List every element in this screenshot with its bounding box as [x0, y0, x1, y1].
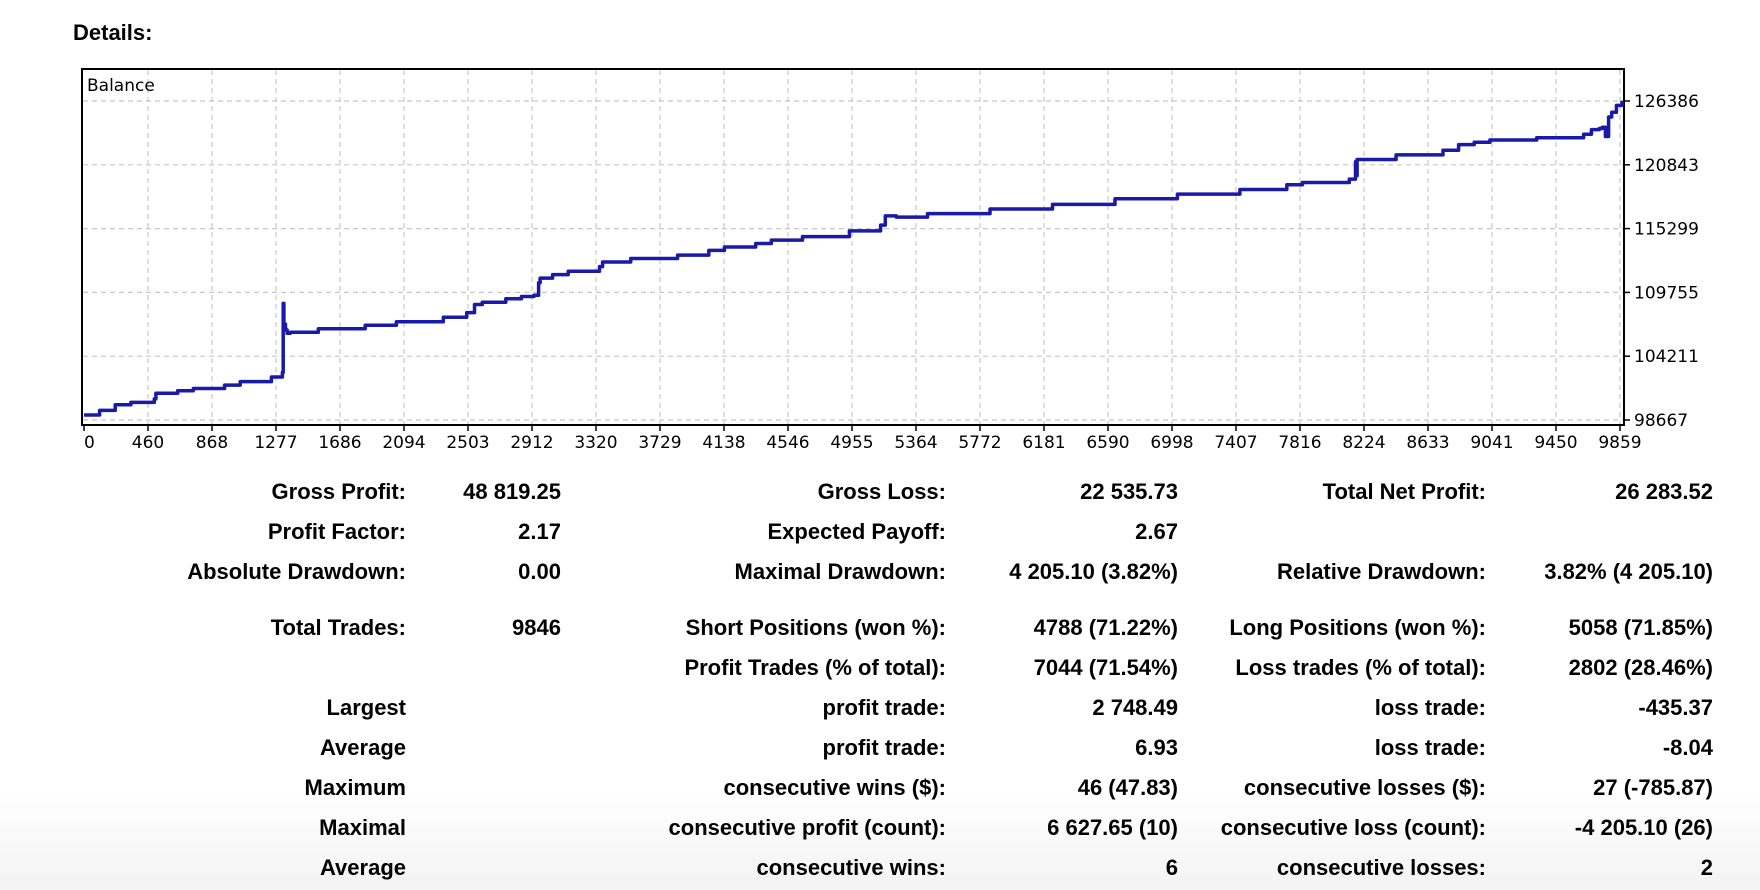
largest-loss-value: -435.37 — [1638, 695, 1713, 720]
maximal-consecutive-loss-label: consecutive loss (count): — [1220, 815, 1486, 840]
maximum-label: Maximum — [304, 775, 406, 800]
y-tick-label: 115299 — [1634, 220, 1699, 240]
x-tick-label: 1686 — [318, 433, 361, 453]
gross-loss-value: 22 535.73 — [1080, 479, 1178, 504]
x-axis-ticks: 0 460 868 1277 1686 2094 2503 2912 3320 3729 4138 4… — [83, 425, 1642, 453]
average-label: Average — [319, 735, 406, 760]
x-tick-label: 7407 — [1214, 433, 1257, 453]
x-tick-label: 8224 — [1342, 433, 1385, 453]
avg-consecutive-losses-label: consecutive losses: — [1276, 855, 1486, 880]
short-positions-label: Short Positions (won %): — [685, 615, 946, 640]
x-tick-label: 4955 — [830, 433, 873, 453]
total-net-profit-value: 26 283.52 — [1615, 479, 1713, 504]
expected-payoff-value: 2.67 — [1135, 519, 1178, 544]
long-positions-value: 5058 (71.85%) — [1568, 615, 1713, 640]
x-tick-label: 4546 — [766, 433, 809, 453]
absolute-drawdown-label: Absolute Drawdown: — [187, 559, 406, 584]
y-tick-label: 126386 — [1634, 92, 1699, 112]
x-tick-label: 1277 — [254, 433, 297, 453]
x-tick-label: 6590 — [1086, 433, 1129, 453]
maximal-consecutive-loss-value: -4 205.10 (26) — [1574, 815, 1713, 840]
average-consecutive-label: Average — [319, 855, 406, 880]
x-tick-label: 9450 — [1534, 433, 1577, 453]
largest-profit-label: profit trade: — [822, 695, 946, 720]
average-profit-label: profit trade: — [822, 735, 946, 760]
relative-drawdown-value: 3.82% (4 205.10) — [1544, 559, 1713, 584]
x-tick-label: 4138 — [702, 433, 745, 453]
absolute-drawdown-value: 0.00 — [518, 559, 561, 584]
largest-profit-value: 2 748.49 — [1092, 695, 1178, 720]
chart-grid — [83, 70, 1623, 424]
x-tick-label: 6998 — [1150, 433, 1193, 453]
balance-series — [84, 100, 1624, 417]
loss-trades-label: Loss trades (% of total): — [1235, 655, 1486, 680]
gross-profit-label: Gross Profit: — [271, 479, 406, 504]
profit-trades-value: 7044 (71.54%) — [1033, 655, 1178, 680]
x-tick-label: 3320 — [574, 433, 617, 453]
gross-loss-label: Gross Loss: — [817, 479, 946, 504]
x-tick-label: 7816 — [1278, 433, 1321, 453]
avg-consecutive-wins-value: 6 — [1165, 855, 1178, 880]
x-tick-label: 2912 — [510, 433, 553, 453]
chart-plot-area — [81, 68, 1625, 426]
max-consecutive-losses-value: 27 (-785.87) — [1593, 775, 1713, 800]
total-net-profit-label: Total Net Profit: — [1322, 479, 1486, 504]
largest-loss-label: loss trade: — [1374, 695, 1486, 720]
x-tick-label: 3729 — [638, 433, 681, 453]
maximal-drawdown-label: Maximal Drawdown: — [734, 559, 946, 584]
x-tick-label: 868 — [196, 433, 228, 453]
average-loss-value: -8.04 — [1662, 735, 1713, 760]
x-tick-label: 5364 — [894, 433, 937, 453]
relative-drawdown-label: Relative Drawdown: — [1276, 559, 1486, 584]
short-positions-value: 4788 (71.22%) — [1033, 615, 1178, 640]
balance-chart: Balance 0 460 868 1277 1686 2094 2503 2912 3320 3… — [81, 68, 1699, 453]
profit-factor-label: Profit Factor: — [267, 519, 406, 544]
total-trades-value: 9846 — [512, 615, 561, 640]
max-consecutive-wins-label: consecutive wins ($): — [723, 775, 946, 800]
details-heading: Details: — [73, 20, 153, 45]
long-positions-label: Long Positions (won %): — [1229, 615, 1486, 640]
expected-payoff-label: Expected Payoff: — [767, 519, 947, 544]
y-tick-label: 120843 — [1634, 156, 1699, 176]
maximal-drawdown-value: 4 205.10 (3.82%) — [1009, 559, 1178, 584]
chart-title: Balance — [87, 76, 155, 96]
profit-trades-label: Profit Trades (% of total): — [684, 655, 946, 680]
profit-factor-value: 2.17 — [518, 519, 561, 544]
total-trades-label: Total Trades: — [270, 615, 406, 640]
x-tick-label: 9041 — [1470, 433, 1513, 453]
largest-label: Largest — [326, 695, 406, 720]
y-tick-label: 98667 — [1634, 411, 1688, 431]
x-tick-label: 0 — [84, 433, 95, 453]
max-consecutive-losses-label: consecutive losses ($): — [1243, 775, 1486, 800]
x-tick-label: 5772 — [958, 433, 1001, 453]
y-tick-label: 104211 — [1634, 347, 1699, 367]
x-tick-label: 9859 — [1598, 433, 1641, 453]
x-tick-label: 8633 — [1406, 433, 1449, 453]
maximal-consecutive-profit-label: consecutive profit (count): — [668, 815, 946, 840]
avg-consecutive-wins-label: consecutive wins: — [756, 855, 946, 880]
avg-consecutive-losses-value: 2 — [1700, 855, 1713, 880]
x-tick-label: 6181 — [1022, 433, 1065, 453]
x-tick-label: 460 — [132, 433, 164, 453]
maximal-label: Maximal — [319, 815, 406, 840]
average-profit-value: 6.93 — [1135, 735, 1178, 760]
y-axis-ticks: 126386 120843 115299 109755 104211 98667 — [1624, 92, 1699, 431]
balance-line — [84, 100, 1624, 417]
x-tick-label: 2503 — [446, 433, 489, 453]
y-tick-label: 109755 — [1634, 283, 1699, 303]
max-consecutive-wins-value: 46 (47.83) — [1077, 775, 1178, 800]
average-loss-label: loss trade: — [1374, 735, 1486, 760]
maximal-consecutive-profit-value: 6 627.65 (10) — [1047, 815, 1178, 840]
x-tick-label: 2094 — [382, 433, 425, 453]
loss-trades-value: 2802 (28.46%) — [1568, 655, 1713, 680]
gross-profit-value: 48 819.25 — [463, 479, 561, 504]
